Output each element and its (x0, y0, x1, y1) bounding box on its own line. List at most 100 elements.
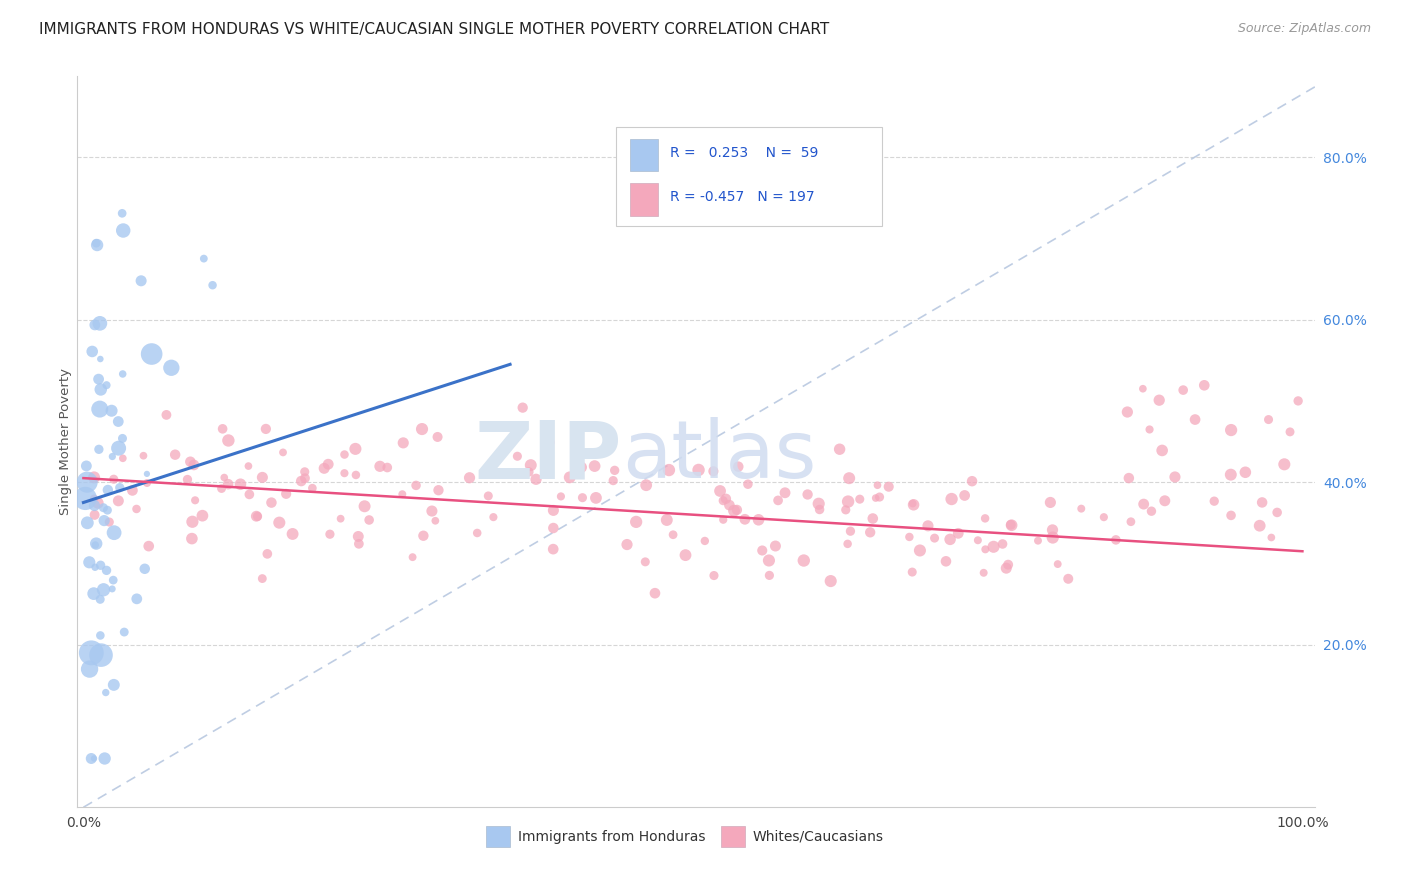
Point (723, 504, 745, 518)
Point (111, 206, 134, 220)
Bar (630, 183, 658, 216)
Point (125, 591, 148, 606)
Point (935, 554, 957, 568)
Point (636, 478, 658, 492)
Point (252, 572, 274, 586)
Point (83, 318, 105, 332)
FancyBboxPatch shape (616, 127, 882, 226)
Point (773, 485, 796, 500)
Point (160, 360, 183, 375)
Point (93, 500, 115, 515)
Point (1194, 378, 1216, 392)
Point (211, 422, 233, 436)
Point (83, 499, 105, 513)
Point (997, 558, 1019, 572)
Point (1000, 517, 1022, 532)
Point (90, 558, 112, 573)
Point (550, 490, 572, 504)
Point (76, 475, 98, 490)
Point (193, 252, 215, 266)
Point (96, 378, 118, 392)
Bar (630, 138, 658, 171)
Point (835, 503, 858, 517)
Point (983, 540, 1005, 554)
Point (524, 472, 547, 486)
Point (702, 464, 724, 478)
Point (751, 543, 773, 558)
Point (97, 483, 120, 497)
Point (420, 504, 443, 518)
Point (103, 472, 125, 486)
Point (87, 496, 110, 510)
Point (84, 538, 107, 552)
Point (103, 573, 125, 587)
Point (256, 547, 278, 561)
Point (111, 451, 134, 466)
Point (83, 508, 105, 522)
Point (1042, 523, 1064, 537)
Point (849, 492, 872, 507)
Point (538, 435, 561, 450)
Point (246, 509, 269, 524)
Point (1249, 518, 1271, 533)
Point (1265, 505, 1288, 519)
Point (93, 582, 115, 597)
Point (347, 537, 370, 551)
Point (901, 497, 924, 511)
Point (86, 238, 108, 252)
Point (1279, 425, 1302, 439)
Point (662, 527, 685, 541)
Point (1286, 393, 1309, 408)
Point (634, 555, 657, 569)
Point (865, 491, 887, 505)
Point (828, 442, 851, 457)
Point (101, 450, 124, 464)
Point (108, 481, 131, 495)
Point (100, 403, 122, 417)
Point (107, 441, 129, 455)
Point (329, 511, 352, 525)
Point (271, 445, 294, 459)
Point (90, 383, 112, 397)
Point (477, 489, 499, 503)
Point (506, 449, 529, 463)
Text: IMMIGRANTS FROM HONDURAS VS WHITE/CAUCASIAN SINGLE MOTHER POVERTY CORRELATION CH: IMMIGRANTS FROM HONDURAS VS WHITE/CAUCAS… (39, 22, 830, 37)
Point (458, 471, 481, 485)
Point (75, 458, 97, 473)
Point (1070, 501, 1092, 516)
Point (658, 463, 681, 477)
Point (482, 510, 505, 524)
Point (89, 316, 111, 330)
Point (314, 461, 336, 475)
Point (703, 568, 725, 582)
Point (624, 515, 647, 529)
Point (93, 514, 115, 528)
Point (333, 448, 356, 462)
Point (1118, 471, 1140, 485)
Point (725, 503, 748, 517)
Point (94, 685, 117, 699)
Point (425, 514, 447, 528)
Point (368, 459, 391, 474)
Point (1105, 533, 1128, 547)
Point (96, 503, 118, 517)
Point (796, 487, 818, 501)
Point (217, 434, 239, 448)
Point (83, 491, 105, 506)
Point (1220, 423, 1243, 437)
Point (1132, 497, 1154, 511)
Point (748, 513, 770, 527)
Text: Source: ZipAtlas.com: Source: ZipAtlas.com (1237, 22, 1371, 36)
Point (793, 553, 815, 567)
Point (465, 526, 488, 541)
Point (603, 463, 626, 477)
Point (229, 477, 252, 491)
Point (427, 483, 450, 498)
Point (917, 518, 939, 533)
Point (924, 531, 946, 545)
Point (877, 480, 900, 494)
Point (1260, 531, 1282, 545)
Point (709, 483, 731, 498)
Point (901, 565, 924, 579)
Point (898, 530, 921, 544)
